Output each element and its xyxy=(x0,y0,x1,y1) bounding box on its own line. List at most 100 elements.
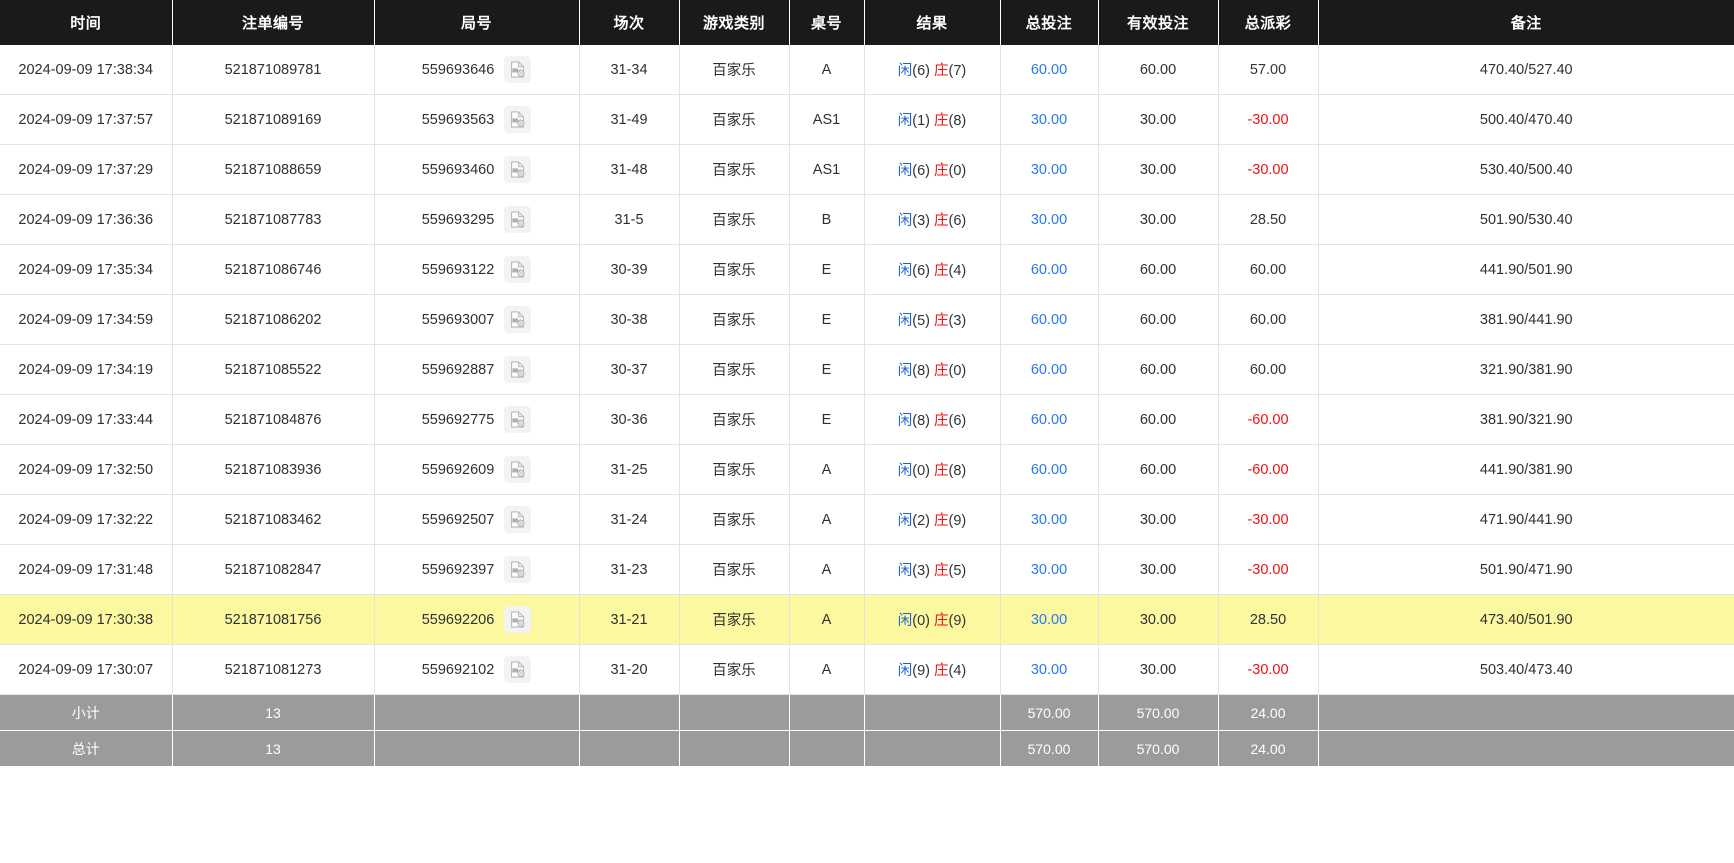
round-number: 559692775 xyxy=(421,411,495,428)
cell-game-type: 百家乐 xyxy=(679,144,790,195)
round-number: 559692887 xyxy=(421,361,495,378)
cell-order-id: 521871085522 xyxy=(172,344,375,395)
player-label: 闲 xyxy=(897,663,913,679)
player-score: (8) xyxy=(912,363,930,379)
cell-time: 2024-09-09 17:30:38 xyxy=(0,594,173,645)
player-label: 闲 xyxy=(897,263,913,279)
video-replay-icon[interactable] xyxy=(504,256,532,283)
column-header-valid[interactable]: 有效投注 xyxy=(1098,0,1219,45)
column-header-order[interactable]: 注单编号 xyxy=(172,0,375,45)
column-header-round[interactable]: 局号 xyxy=(374,0,580,45)
payout-value: -30.00 xyxy=(1247,161,1289,178)
cell-result: 闲(6) 庄(0) xyxy=(864,144,1001,195)
column-header-bet[interactable]: 总投注 xyxy=(1000,0,1099,45)
footer-session xyxy=(579,730,680,766)
video-replay-icon[interactable] xyxy=(504,506,532,533)
video-replay-icon[interactable] xyxy=(504,556,532,583)
cell-total-bet: 60.00 xyxy=(1000,394,1099,445)
column-header-session[interactable]: 场次 xyxy=(579,0,680,45)
cell-desk-number: A xyxy=(789,594,865,645)
banker-score: (4) xyxy=(948,663,967,679)
cell-order-id: 521871089781 xyxy=(172,45,375,95)
total-bet-value: 60.00 xyxy=(1030,411,1068,428)
video-replay-icon[interactable] xyxy=(504,156,532,183)
total-bet-value: 30.00 xyxy=(1030,161,1068,178)
cell-result: 闲(8) 庄(0) xyxy=(864,344,1001,395)
table-row[interactable]: 2024-09-09 17:30:38 521871081756 559692206… xyxy=(0,594,1734,645)
table-row[interactable]: 2024-09-09 17:36:36 521871087783 559693295… xyxy=(0,194,1734,245)
table-row[interactable]: 2024-09-09 17:34:19 521871085522 559692887… xyxy=(0,344,1734,395)
cell-total-bet: 30.00 xyxy=(1000,644,1099,695)
cell-game-type: 百家乐 xyxy=(679,544,790,595)
table-row[interactable]: 2024-09-09 17:37:29 521871088659 559693460… xyxy=(0,144,1734,195)
video-replay-icon[interactable] xyxy=(504,606,532,633)
cell-session: 31-24 xyxy=(579,494,680,545)
column-header-payout[interactable]: 总派彩 xyxy=(1218,0,1319,45)
banker-label: 庄 xyxy=(934,363,949,379)
footer-result xyxy=(864,694,1001,731)
table-row[interactable]: 2024-09-09 17:37:57 521871089169 559693563… xyxy=(0,94,1734,145)
video-replay-icon[interactable] xyxy=(504,656,532,683)
footer-valid-bet: 570.00 xyxy=(1098,694,1219,731)
video-replay-icon[interactable] xyxy=(504,406,532,433)
table-row[interactable]: 2024-09-09 17:34:59 521871086202 559693007… xyxy=(0,294,1734,345)
cell-total-bet: 30.00 xyxy=(1000,194,1099,245)
video-replay-icon[interactable] xyxy=(504,206,532,233)
cell-desk-number: A xyxy=(789,494,865,545)
cell-order-id: 521871088659 xyxy=(172,144,375,195)
cell-game-type: 百家乐 xyxy=(679,194,790,245)
cell-game-type: 百家乐 xyxy=(679,344,790,395)
cell-remark: 503.40/473.40 xyxy=(1318,644,1734,695)
video-replay-icon[interactable] xyxy=(504,106,532,133)
payout-value: 28.50 xyxy=(1249,611,1287,628)
cell-time: 2024-09-09 17:32:50 xyxy=(0,444,173,495)
table-row[interactable]: 2024-09-09 17:32:22 521871083462 559692507… xyxy=(0,494,1734,545)
video-replay-icon[interactable] xyxy=(504,56,532,83)
cell-payout: -30.00 xyxy=(1218,544,1319,595)
footer-round xyxy=(374,694,580,731)
round-number: 559693122 xyxy=(421,261,495,278)
player-score: (3) xyxy=(912,563,930,579)
table-row[interactable]: 2024-09-09 17:35:34 521871086746 559693122… xyxy=(0,244,1734,295)
cell-order-id: 521871083462 xyxy=(172,494,375,545)
banker-score: (9) xyxy=(948,513,967,529)
banker-label: 庄 xyxy=(934,413,949,429)
payout-value: -30.00 xyxy=(1247,561,1289,578)
round-number: 559692507 xyxy=(421,511,495,528)
cell-time: 2024-09-09 17:35:34 xyxy=(0,244,173,295)
banker-score: (6) xyxy=(948,413,967,429)
banker-label: 庄 xyxy=(934,263,949,279)
cell-payout: 57.00 xyxy=(1218,45,1319,95)
video-replay-icon[interactable] xyxy=(504,356,532,383)
round-number: 559693460 xyxy=(421,161,495,178)
cell-session: 30-39 xyxy=(579,244,680,295)
table-row[interactable]: 2024-09-09 17:32:50 521871083936 559692609… xyxy=(0,444,1734,495)
cell-desk-number: AS1 xyxy=(789,94,865,145)
video-replay-icon[interactable] xyxy=(504,456,532,483)
header-row: 时间 注单编号 局号 场次 游戏类别 桌号 结果 总投注 有效投注 总派彩 备注 xyxy=(0,0,1734,45)
cell-desk-number: E xyxy=(789,344,865,395)
footer-remark xyxy=(1318,694,1734,731)
column-header-time[interactable]: 时间 xyxy=(0,0,173,45)
cell-total-bet: 30.00 xyxy=(1000,594,1099,645)
video-replay-icon[interactable] xyxy=(504,306,532,333)
cell-round: 559693460 xyxy=(374,144,580,195)
table-row[interactable]: 2024-09-09 17:30:07 521871081273 559692102… xyxy=(0,644,1734,695)
cell-game-type: 百家乐 xyxy=(679,444,790,495)
table-row[interactable]: 2024-09-09 17:33:44 521871084876 559692775… xyxy=(0,394,1734,445)
total-bet-value: 30.00 xyxy=(1030,111,1068,128)
column-header-game[interactable]: 游戏类别 xyxy=(679,0,790,45)
column-header-desk[interactable]: 桌号 xyxy=(789,0,865,45)
round-number: 559692609 xyxy=(421,461,495,478)
cell-payout: -60.00 xyxy=(1218,444,1319,495)
banker-score: (6) xyxy=(948,213,967,229)
table-row[interactable]: 2024-09-09 17:38:34 521871089781 559693646… xyxy=(0,45,1734,95)
payout-value: -30.00 xyxy=(1247,511,1289,528)
player-label: 闲 xyxy=(897,63,913,79)
column-header-result[interactable]: 结果 xyxy=(864,0,1001,45)
column-header-remark[interactable]: 备注 xyxy=(1318,0,1734,45)
cell-round: 559692507 xyxy=(374,494,580,545)
cell-total-bet: 30.00 xyxy=(1000,144,1099,195)
player-score: (0) xyxy=(912,613,930,629)
table-row[interactable]: 2024-09-09 17:31:48 521871082847 559692397… xyxy=(0,544,1734,595)
